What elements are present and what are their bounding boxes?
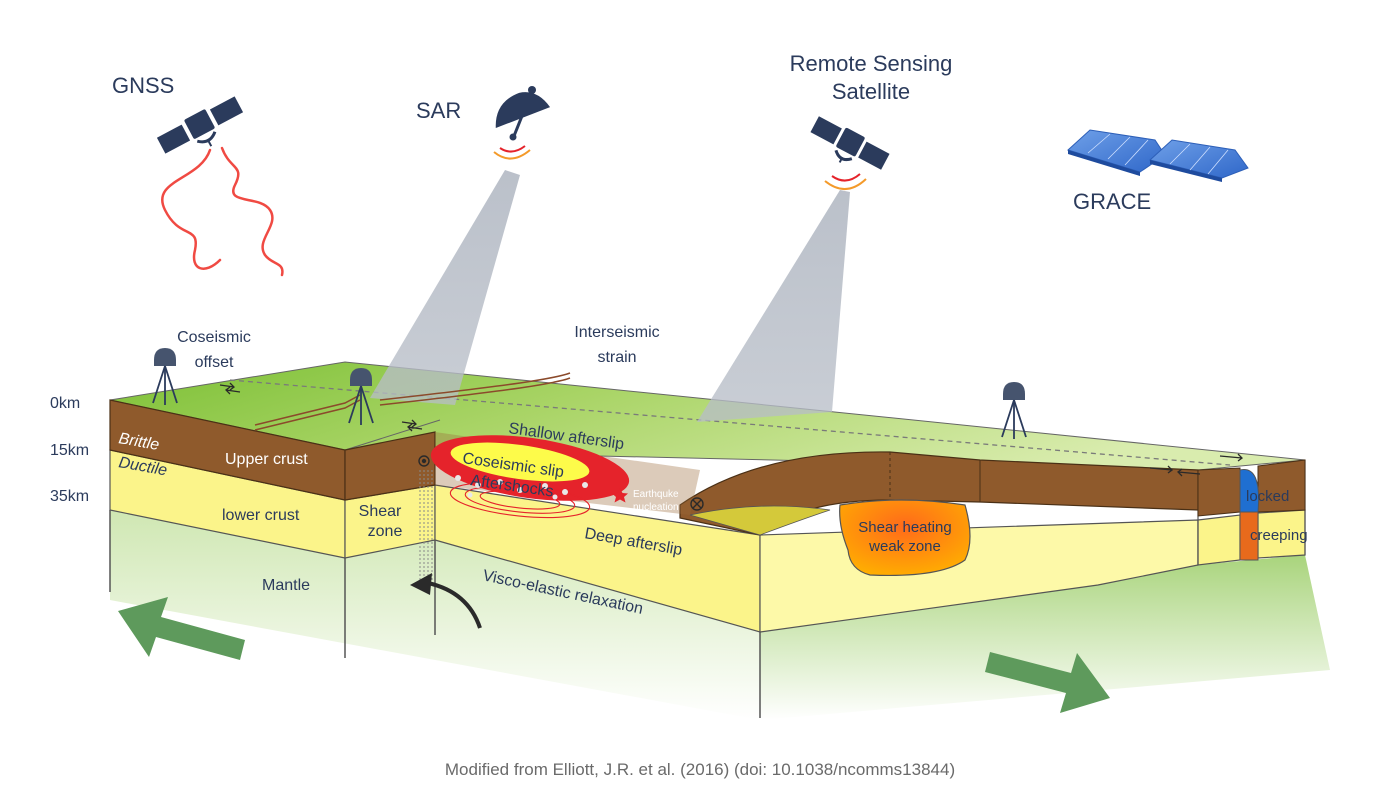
depth-label-15: 15km [50, 442, 89, 459]
sar-beam [370, 170, 520, 405]
locked-creeping-fault [1239, 469, 1260, 561]
depth-label-35: 35km [50, 488, 89, 505]
plate-motion-left-arrow-icon [118, 597, 245, 660]
gps-station-icon [152, 348, 178, 405]
remote-sensing-satellite-icon [810, 116, 890, 170]
shear-zone-label-1: Shear [359, 503, 402, 520]
remote-signal-icon [824, 173, 867, 190]
sar-signal-icon [493, 145, 531, 160]
coseismic-label-1: Coseismic [177, 329, 251, 346]
interseismic-label-2: strain [597, 349, 636, 366]
mantle-flow-arrow-icon [410, 573, 482, 629]
remote-sensing-label-1: Remote Sensing [790, 51, 953, 76]
shear-heating-zone [839, 499, 971, 576]
shear-heating-label-1: Shear heating [858, 519, 951, 536]
upper-crust-layer [109, 399, 1306, 536]
gnss-signal-icon [161, 146, 284, 277]
lower-crust-label: lower crust [222, 507, 300, 524]
gps-station-icon [348, 368, 374, 425]
fault-plane [430, 432, 700, 519]
brittle-label: Brittle [117, 430, 160, 454]
strike-slip-marks [219, 382, 1243, 477]
locked-label: locked [1246, 488, 1289, 505]
grace-label: GRACE [1073, 189, 1151, 214]
interseismic-label-1: Interseismic [574, 324, 659, 341]
mantle-label: Mantle [262, 577, 310, 594]
sar-dish-icon [495, 86, 551, 141]
aftershock-dots [455, 475, 588, 500]
creeping-label: creeping [1250, 527, 1308, 544]
gps-station-icon [1001, 382, 1027, 439]
remote-sensing-label-2: Satellite [832, 79, 910, 104]
shear-zone-label-2: zone [368, 523, 403, 540]
sar-label: SAR [416, 98, 461, 123]
depth-label-0: 0km [50, 395, 80, 412]
plate-motion-right-arrow-icon [985, 652, 1110, 713]
nucleation-label-2: nucleation [633, 502, 679, 513]
nucleation-label-1: Earthquke [633, 489, 679, 500]
upper-crust-label: Upper crust [225, 451, 308, 468]
source-caption: Modified from Elliott, J.R. et al. (2016… [444, 760, 956, 779]
gnss-satellite-icon [156, 96, 244, 154]
coseismic-slip-zone [450, 442, 590, 482]
shear-heating-label-2: weak zone [868, 538, 941, 555]
nucleation-star-icon [612, 488, 628, 503]
fault-motion-symbols [418, 455, 704, 511]
gnss-label: GNSS [112, 73, 174, 98]
remote-sensing-beam [697, 190, 850, 422]
coseismic-label-2: offset [195, 354, 234, 371]
grace-satellites-icon [1067, 129, 1249, 182]
